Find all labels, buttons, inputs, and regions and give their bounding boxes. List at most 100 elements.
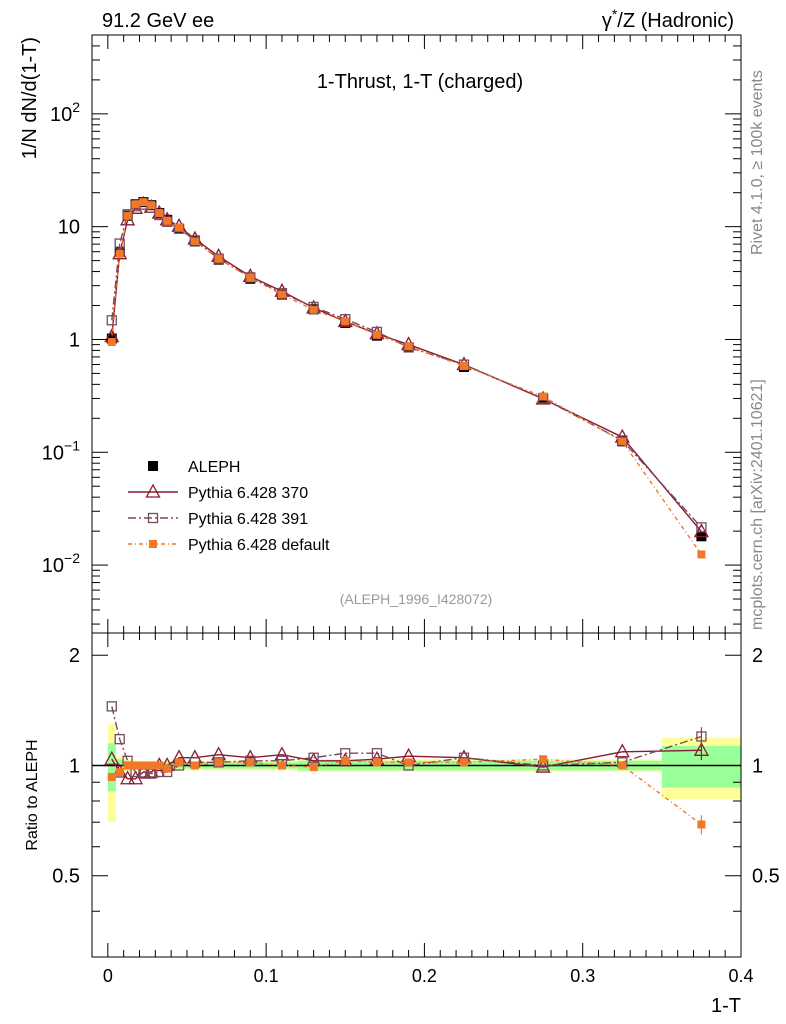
x-tick-label: 0.4	[728, 966, 753, 986]
ratio-point-2	[341, 756, 350, 765]
legend-label: ALEPH	[188, 459, 240, 476]
ratio-tick-label: 1	[69, 755, 80, 777]
ratio-point-1	[371, 748, 383, 759]
rivet-version-label: Rivet 4.1.0, ≥ 100k events	[749, 70, 766, 255]
ratio-point-0	[535, 758, 551, 773]
x-tick-label: 0	[103, 966, 113, 986]
ratio-point-0	[614, 743, 630, 758]
series-point-2	[147, 201, 156, 210]
x-tick-label: 0.1	[254, 966, 279, 986]
series-point-2	[404, 342, 413, 351]
series-point-0	[693, 523, 710, 538]
x-tick-label: 0.3	[570, 966, 595, 986]
series-point-1	[106, 315, 117, 326]
ratio-point-2	[214, 758, 223, 767]
legend-marker	[148, 461, 158, 471]
series-point-2	[115, 249, 124, 258]
ratio-point-2	[131, 761, 140, 770]
series-point-1	[114, 238, 125, 249]
ratio-point-1	[696, 731, 707, 742]
ratio-point-2	[618, 761, 627, 770]
series-point-2	[214, 254, 223, 263]
y-axis-label: 1/N dN/d(1-T)	[19, 37, 41, 159]
ratio-point-2	[459, 758, 468, 767]
series-line-1	[111, 203, 702, 528]
series-point-1	[696, 522, 707, 533]
ratio-tick-label-right: 2	[752, 645, 763, 667]
ratio-point-2	[163, 764, 172, 773]
ratio-point-2	[539, 755, 548, 764]
y-tick-label: 10−1	[42, 437, 80, 464]
ratio-point-2	[372, 758, 381, 767]
ratio-point-2	[123, 761, 132, 770]
ratio-point-2	[246, 758, 255, 767]
y-tick-label: 10	[58, 217, 80, 239]
x-axis-label: 1-T	[711, 995, 741, 1017]
ratio-panel-series	[104, 701, 710, 835]
ratio-tick-label: 0.5	[52, 866, 80, 888]
series-point-2	[372, 330, 381, 339]
ratio-y-axis-label: Ratio to ALEPH	[24, 739, 41, 850]
series-point-2	[139, 198, 148, 207]
legend-marker	[147, 512, 159, 524]
ratio-tick-label-right: 1	[752, 755, 763, 777]
ratio-point-0	[120, 770, 136, 785]
ratio-point-2	[175, 758, 184, 767]
ratio-point-2	[139, 761, 148, 770]
legend-label: Pythia 6.428 391	[188, 511, 308, 528]
x-tick-label: 0.2	[412, 966, 437, 986]
ratio-point-1	[308, 752, 319, 763]
ratio-point-1	[114, 734, 125, 745]
legend-label: Pythia 6.428 default	[188, 537, 330, 554]
ratio-band-inner	[107, 743, 116, 792]
ratio-tick-label: 2	[69, 645, 80, 667]
series-point-2	[309, 305, 318, 314]
ratio-point-2	[309, 763, 318, 772]
ratio-point-2	[277, 761, 286, 770]
ratio-point-2	[115, 767, 124, 776]
ratio-point-1	[106, 701, 117, 712]
ratio-point-2	[147, 761, 156, 770]
y-tick-label: 102	[50, 99, 80, 126]
analysis-tag: (ALEPH_1996_I428072)	[340, 591, 493, 607]
ratio-panel-axes: 0 0.1 0.2 0.3 0.4 0.5 0.5 1 1 2 2	[52, 633, 780, 986]
series-line-0	[111, 203, 702, 533]
ratio-point-2	[697, 820, 706, 829]
header-energy-label: 91.2 GeV ee	[102, 10, 214, 32]
ratio-point-2	[190, 761, 199, 770]
series-point-2	[175, 223, 184, 232]
series-point-2	[155, 209, 164, 218]
series-point-2	[190, 237, 199, 246]
legend: ALEPH Pythia 6.428 370 Pythia 6.428 391 Pyt…	[128, 459, 330, 554]
series-point-2	[341, 317, 350, 326]
ratio-point-2	[155, 761, 164, 770]
series-point-2	[246, 273, 255, 282]
series-point-1	[245, 272, 256, 283]
legend-marker	[145, 483, 161, 498]
series-point-2	[539, 392, 548, 401]
legend-label: Pythia 6.428 370	[188, 485, 308, 502]
y-tick-label: 10−2	[42, 550, 80, 577]
series-point-2	[131, 200, 140, 209]
ratio-point-2	[404, 758, 413, 767]
ratio-panel-bands	[92, 723, 741, 823]
series-point-2	[459, 362, 468, 371]
series-point-2	[697, 550, 706, 559]
mcplots-source-label: mcplots.cern.ch [arXiv:2401.10621]	[749, 379, 766, 630]
ratio-point-2	[107, 773, 116, 782]
series-point-2	[107, 338, 116, 347]
ratio-tick-label-right: 0.5	[752, 866, 780, 888]
chart-title: 1-Thrust, 1-T (charged)	[317, 71, 523, 93]
legend-marker	[149, 540, 157, 548]
ratio-point-0	[104, 750, 120, 765]
main-panel-series	[104, 195, 710, 559]
series-point-2	[277, 290, 286, 299]
series-point-1	[213, 253, 224, 264]
header-process-label: γ*/Z (Hadronic)	[602, 6, 734, 32]
series-point-2	[618, 437, 627, 446]
ratio-panel-frame	[91, 632, 742, 958]
ratio-point-0	[274, 746, 290, 761]
ratio-point-0	[693, 741, 710, 756]
series-point-2	[163, 216, 172, 225]
